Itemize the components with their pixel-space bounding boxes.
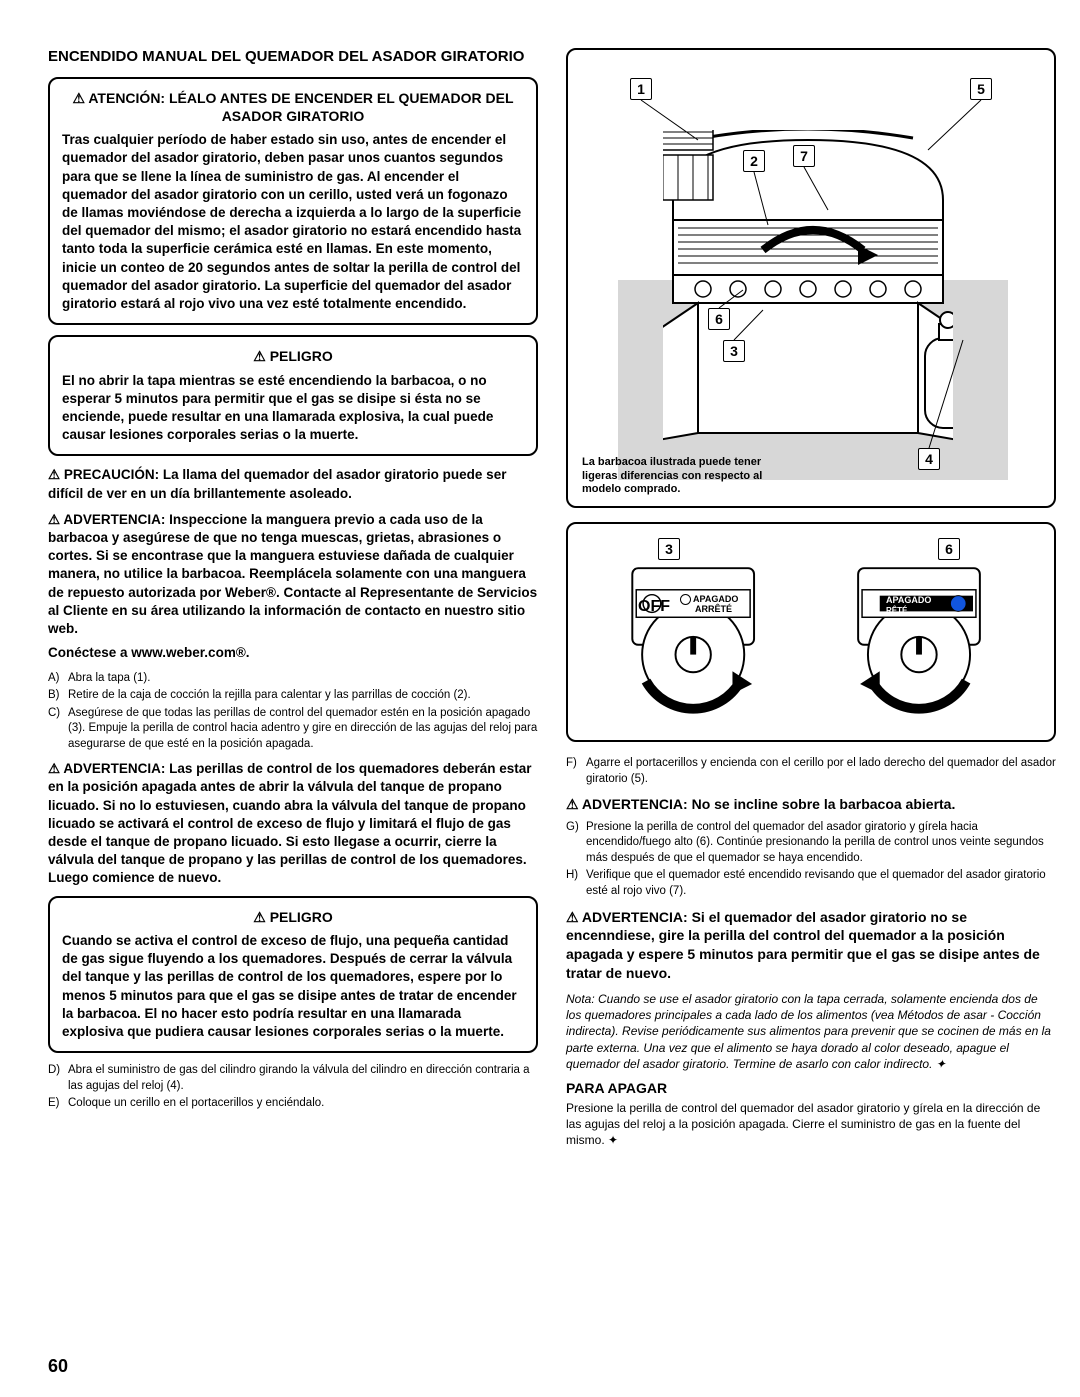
danger-box-1: ⚠ PELIGRO El no abrir la tapa mientras s… (48, 335, 538, 456)
danger2-heading: ⚠ PELIGRO (62, 908, 524, 926)
step-a: A)Abra la tapa (1). (48, 671, 538, 687)
callout-3b: 3 (658, 538, 680, 560)
callout-6b: 6 (938, 538, 960, 560)
knob-drawing (568, 524, 1054, 740)
step-h: H)Verifique que el quemador esté encendi… (566, 868, 1056, 899)
callout-5: 5 (970, 78, 992, 100)
step-f-list: F)Agarre el portacerillos y encienda con… (566, 756, 1056, 787)
step-g: G)Presione la perilla de control del que… (566, 820, 1056, 867)
advert-lean: ⚠ ADVERTENCIA: No se incline sobre la ba… (566, 795, 1056, 814)
figure-grill: 1 2 7 5 6 3 4 La barbacoa ilustrada pued… (566, 48, 1056, 508)
hose-warning-text: ⚠ ADVERTENCIA: Inspeccione la manguera p… (48, 511, 538, 663)
step-e: E)Coloque un cerillo en el portacerillos… (48, 1096, 538, 1112)
right-column: 1 2 7 5 6 3 4 La barbacoa ilustrada pued… (566, 48, 1056, 1149)
callout-4: 4 (918, 448, 940, 470)
grill-drawing (663, 130, 953, 460)
precaution: ⚠ PRECAUCIÓN: La llama del quemador del … (48, 466, 538, 502)
note-indirect: Nota: Cuando se use el asador giratorio … (566, 991, 1056, 1072)
callout-6: 6 (708, 308, 730, 330)
steps-de: D)Abra el suministro de gas del cilindro… (48, 1063, 538, 1112)
apagado-label: APAGADO ARRÊTÉ (680, 594, 738, 614)
callout-3: 3 (723, 340, 745, 362)
danger1-heading: ⚠ PELIGRO (62, 347, 524, 365)
danger-box-2: ⚠ PELIGRO Cuando se activa el control de… (48, 896, 538, 1054)
connect-link: Conéctese a www.weber.com®. (48, 644, 538, 662)
step-c: C)Asegúrese de que todas las perillas de… (48, 706, 538, 753)
page: ENCENDIDO MANUAL DEL QUEMADOR DEL ASADOR… (48, 48, 1032, 1149)
knobs-warning-text: ⚠ ADVERTENCIA: Las perillas de control d… (48, 760, 538, 888)
advert-retry: ⚠ ADVERTENCIA: Si el quemador del asador… (566, 908, 1056, 984)
callout-2: 2 (743, 150, 765, 172)
steps-abc: A)Abra la tapa (1). B)Retire de la caja … (48, 671, 538, 753)
off-label: OFF (638, 598, 670, 616)
attention-box: ⚠ ATENCIÓN: LÉALO ANTES DE ENCENDER EL Q… (48, 77, 538, 326)
advert-knobs: ⚠ ADVERTENCIA: Las perillas de control d… (48, 760, 538, 888)
callout-7: 7 (793, 145, 815, 167)
figure-knobs: OFF APAGADO ARRÊTÉ APAGADORÊTÉ 3 6 (566, 522, 1056, 742)
shutdown-body: Presione la perilla de control del quema… (566, 1100, 1056, 1149)
left-column: ENCENDIDO MANUAL DEL QUEMADOR DEL ASADOR… (48, 48, 538, 1149)
attention-heading: ⚠ ATENCIÓN: LÉALO ANTES DE ENCENDER EL Q… (62, 89, 524, 125)
page-number: 60 (48, 1356, 68, 1377)
step-f: F)Agarre el portacerillos y encienda con… (566, 756, 1056, 787)
shutdown-heading: PARA APAGAR (566, 1080, 1056, 1096)
attention-body: Tras cualquier período de haber estado s… (62, 131, 524, 313)
apagado-label-2: APAGADORÊTÉ (886, 596, 931, 616)
figure-caption: La barbacoa ilustrada puede tener ligera… (582, 456, 782, 496)
danger1-body: El no abrir la tapa mientras se esté enc… (62, 372, 524, 445)
step-b: B)Retire de la caja de cocción la rejill… (48, 688, 538, 704)
step-d: D)Abra el suministro de gas del cilindro… (48, 1063, 538, 1094)
callout-1: 1 (630, 78, 652, 100)
danger2-body: Cuando se activa el control de exceso de… (62, 932, 524, 1041)
advert-hose: ⚠ ADVERTENCIA: Inspeccione la manguera p… (48, 511, 538, 639)
precaution-text: ⚠ PRECAUCIÓN: La llama del quemador del … (48, 466, 538, 502)
section-title: ENCENDIDO MANUAL DEL QUEMADOR DEL ASADOR… (48, 48, 538, 67)
steps-gh: G)Presione la perilla de control del que… (566, 820, 1056, 900)
